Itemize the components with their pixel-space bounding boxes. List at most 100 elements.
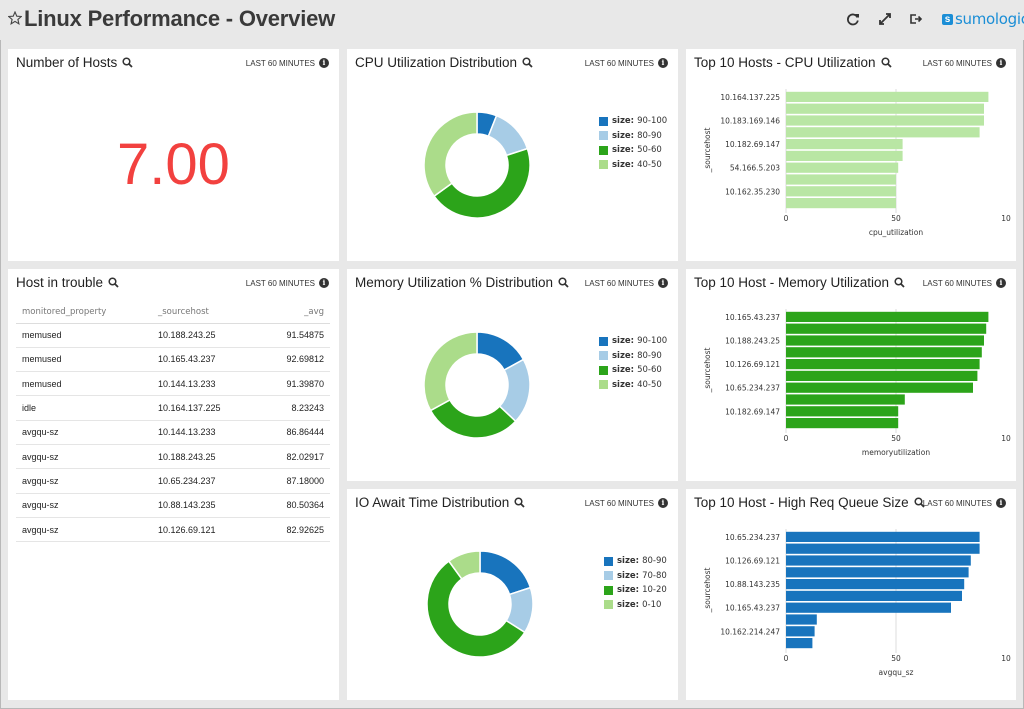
bar[interactable] [786, 638, 813, 649]
donut-slice[interactable] [423, 111, 478, 198]
bar[interactable] [786, 127, 980, 138]
bar[interactable] [786, 555, 971, 566]
bar[interactable] [786, 418, 899, 429]
refresh-icon[interactable] [846, 12, 860, 26]
bar[interactable] [786, 139, 903, 150]
bar[interactable] [786, 186, 896, 197]
search-icon[interactable] [894, 277, 905, 288]
legend-prefix: size: [612, 350, 635, 361]
tick-label: 0 [784, 434, 789, 443]
legend-item[interactable]: size: 80-90 [599, 129, 667, 144]
search-icon[interactable] [122, 57, 133, 68]
legend-item[interactable]: size: 0-10 [604, 598, 667, 613]
info-icon[interactable]: i [658, 498, 668, 508]
legend-label: 50-60 [637, 145, 662, 156]
legend-label: 90-100 [637, 336, 668, 347]
bar[interactable] [786, 567, 969, 578]
info-icon[interactable]: i [996, 278, 1006, 288]
bar[interactable] [786, 323, 987, 334]
bar-label: 10.182.69.147 [725, 407, 780, 416]
bar[interactable] [786, 174, 896, 185]
info-icon[interactable]: i [996, 58, 1006, 68]
legend-item[interactable]: size: 40-50 [599, 158, 667, 173]
column-header[interactable]: _avg [264, 301, 330, 324]
bar[interactable] [786, 614, 817, 625]
bar[interactable] [786, 370, 978, 381]
donut-chart [423, 111, 531, 219]
bar[interactable] [786, 198, 896, 209]
info-icon[interactable]: i [658, 58, 668, 68]
legend-item[interactable]: size: 90-100 [599, 334, 667, 349]
legend-item[interactable]: size: 80-90 [599, 349, 667, 364]
panel-title: Top 10 Host - High Req Queue Size [694, 495, 925, 510]
legend-item[interactable]: size: 10-20 [604, 583, 667, 598]
bar[interactable] [786, 602, 951, 613]
bar[interactable] [786, 394, 905, 405]
search-icon[interactable] [108, 277, 119, 288]
donut-slice[interactable] [479, 550, 532, 596]
donut-slice[interactable] [487, 114, 529, 157]
legend-swatch [599, 380, 608, 390]
x-axis-label: cpu_utilization [869, 228, 923, 237]
table-cell: 10.65.234.237 [152, 468, 264, 494]
bar[interactable] [786, 359, 980, 370]
bar[interactable] [786, 347, 982, 358]
legend-swatch [599, 131, 608, 141]
bar-label: 10.126.69.121 [725, 557, 780, 566]
bar[interactable] [786, 406, 899, 417]
legend-item[interactable]: size: 90-100 [599, 114, 667, 129]
donut-slice[interactable] [447, 550, 481, 580]
table-cell: 10.144.13.233 [152, 420, 264, 445]
info-icon[interactable]: i [658, 278, 668, 288]
search-icon[interactable] [522, 57, 533, 68]
bar[interactable] [786, 162, 899, 173]
legend-item[interactable]: size: 80-90 [604, 554, 667, 569]
donut-slice[interactable] [426, 560, 526, 658]
bar[interactable] [786, 311, 989, 322]
info-icon[interactable]: i [319, 58, 329, 68]
legend-item[interactable]: size: 50-60 [599, 363, 667, 378]
bar[interactable] [786, 103, 984, 114]
bar-label: 10.65.234.237 [725, 533, 780, 542]
bar[interactable] [786, 543, 980, 554]
legend-item[interactable]: size: 50-60 [599, 143, 667, 158]
table-cell: avgqu-sz [16, 493, 152, 518]
logo-badge: s [942, 13, 953, 25]
search-icon[interactable] [881, 57, 892, 68]
panel-title: IO Await Time Distribution [355, 495, 525, 510]
legend-prefix: size: [612, 379, 635, 390]
table-cell: avgqu-sz [16, 444, 152, 470]
info-icon[interactable]: i [319, 278, 329, 288]
chart-legend: size: 90-100 size: 80-90 size: 50-60 size: 40-5… [599, 334, 667, 392]
fullscreen-icon[interactable] [878, 12, 892, 26]
search-icon[interactable] [914, 497, 925, 508]
search-icon[interactable] [558, 277, 569, 288]
legend-item[interactable]: size: 70-80 [604, 569, 667, 584]
bar[interactable] [786, 626, 815, 637]
column-header[interactable]: monitored_property [16, 301, 152, 324]
bar[interactable] [786, 590, 962, 601]
legend-item[interactable]: size: 40-50 [599, 378, 667, 393]
donut-slice[interactable] [433, 147, 531, 219]
table-cell: 91.39870 [264, 371, 330, 397]
legend-prefix: size: [612, 336, 635, 347]
bar[interactable] [786, 115, 984, 126]
info-icon[interactable]: i [996, 498, 1006, 508]
column-header[interactable]: _sourcehost [152, 301, 264, 324]
legend-swatch [599, 365, 608, 375]
bar[interactable] [786, 579, 965, 590]
bar[interactable] [786, 91, 989, 102]
time-range-label: LAST 60 MINUTES [584, 499, 654, 508]
donut-chart [426, 550, 534, 658]
tick-label: 50 [891, 434, 901, 443]
bar[interactable] [786, 531, 980, 542]
donut-slice[interactable] [423, 331, 478, 412]
bar[interactable] [786, 335, 984, 346]
bar-label: 10.188.243.25 [725, 337, 780, 346]
search-icon[interactable] [514, 497, 525, 508]
table-cell: memused [16, 371, 152, 397]
star-icon[interactable] [8, 11, 22, 25]
share-icon[interactable] [909, 12, 923, 26]
bar[interactable] [786, 382, 973, 393]
bar[interactable] [786, 150, 903, 161]
